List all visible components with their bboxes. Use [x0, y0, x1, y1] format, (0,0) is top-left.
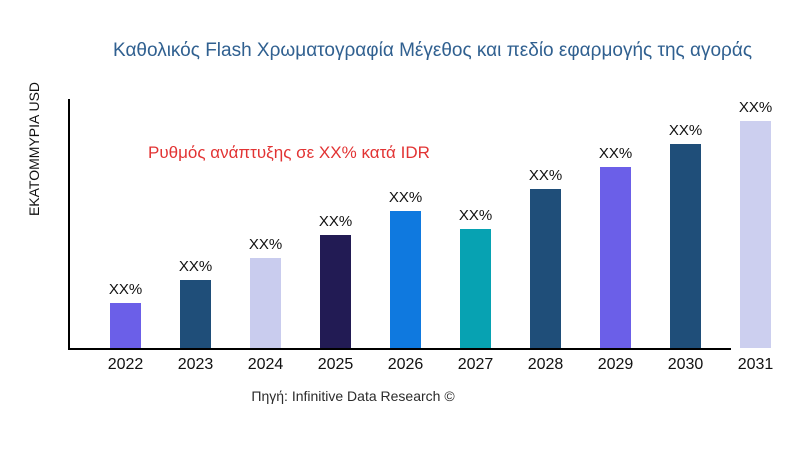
bar-2027 — [460, 229, 491, 348]
growth-rate-annotation: Ρυθμός ανάπτυξης σε XX% κατά IDR — [148, 143, 430, 162]
bar-value-label-2025: XX% — [318, 213, 353, 230]
bar-2031 — [740, 121, 771, 348]
bar-value-label-2026: XX% — [388, 189, 423, 206]
bar-value-label-2030: XX% — [668, 122, 703, 139]
bar-value-label-2031: XX% — [738, 99, 773, 116]
x-tick-label-2022: 2022 — [107, 356, 144, 373]
bar-2023 — [180, 280, 211, 348]
y-axis-line — [68, 99, 70, 350]
x-axis-line — [68, 348, 731, 350]
bar-value-label-2028: XX% — [528, 167, 563, 184]
bar-value-label-2023: XX% — [178, 258, 213, 275]
bar-2024 — [250, 258, 281, 348]
x-tick-label-2024: 2024 — [247, 356, 284, 373]
x-tick-label-2027: 2027 — [457, 356, 494, 373]
bar-2025 — [320, 235, 351, 348]
x-tick-label-2029: 2029 — [597, 356, 634, 373]
bar-2029 — [600, 167, 631, 348]
bar-value-label-2022: XX% — [108, 281, 143, 298]
bar-2030 — [670, 144, 701, 348]
bar-2028 — [530, 189, 561, 348]
bar-2022 — [110, 303, 141, 348]
bar-value-label-2029: XX% — [598, 145, 633, 162]
x-tick-label-2025: 2025 — [317, 356, 354, 373]
x-tick-label-2023: 2023 — [177, 356, 214, 373]
bar-2026 — [390, 211, 421, 348]
x-tick-label-2028: 2028 — [527, 356, 564, 373]
x-tick-label-2026: 2026 — [387, 356, 424, 373]
bar-value-label-2027: XX% — [458, 207, 493, 224]
bar-value-label-2024: XX% — [248, 236, 283, 253]
source-text: Πηγή: Infinitive Data Research © — [251, 388, 455, 404]
x-tick-label-2030: 2030 — [667, 356, 704, 373]
chart-title: Καθολικός Flash Χρωματογραφία Μέγεθος κα… — [113, 40, 752, 61]
x-tick-label-2031: 2031 — [737, 356, 774, 373]
